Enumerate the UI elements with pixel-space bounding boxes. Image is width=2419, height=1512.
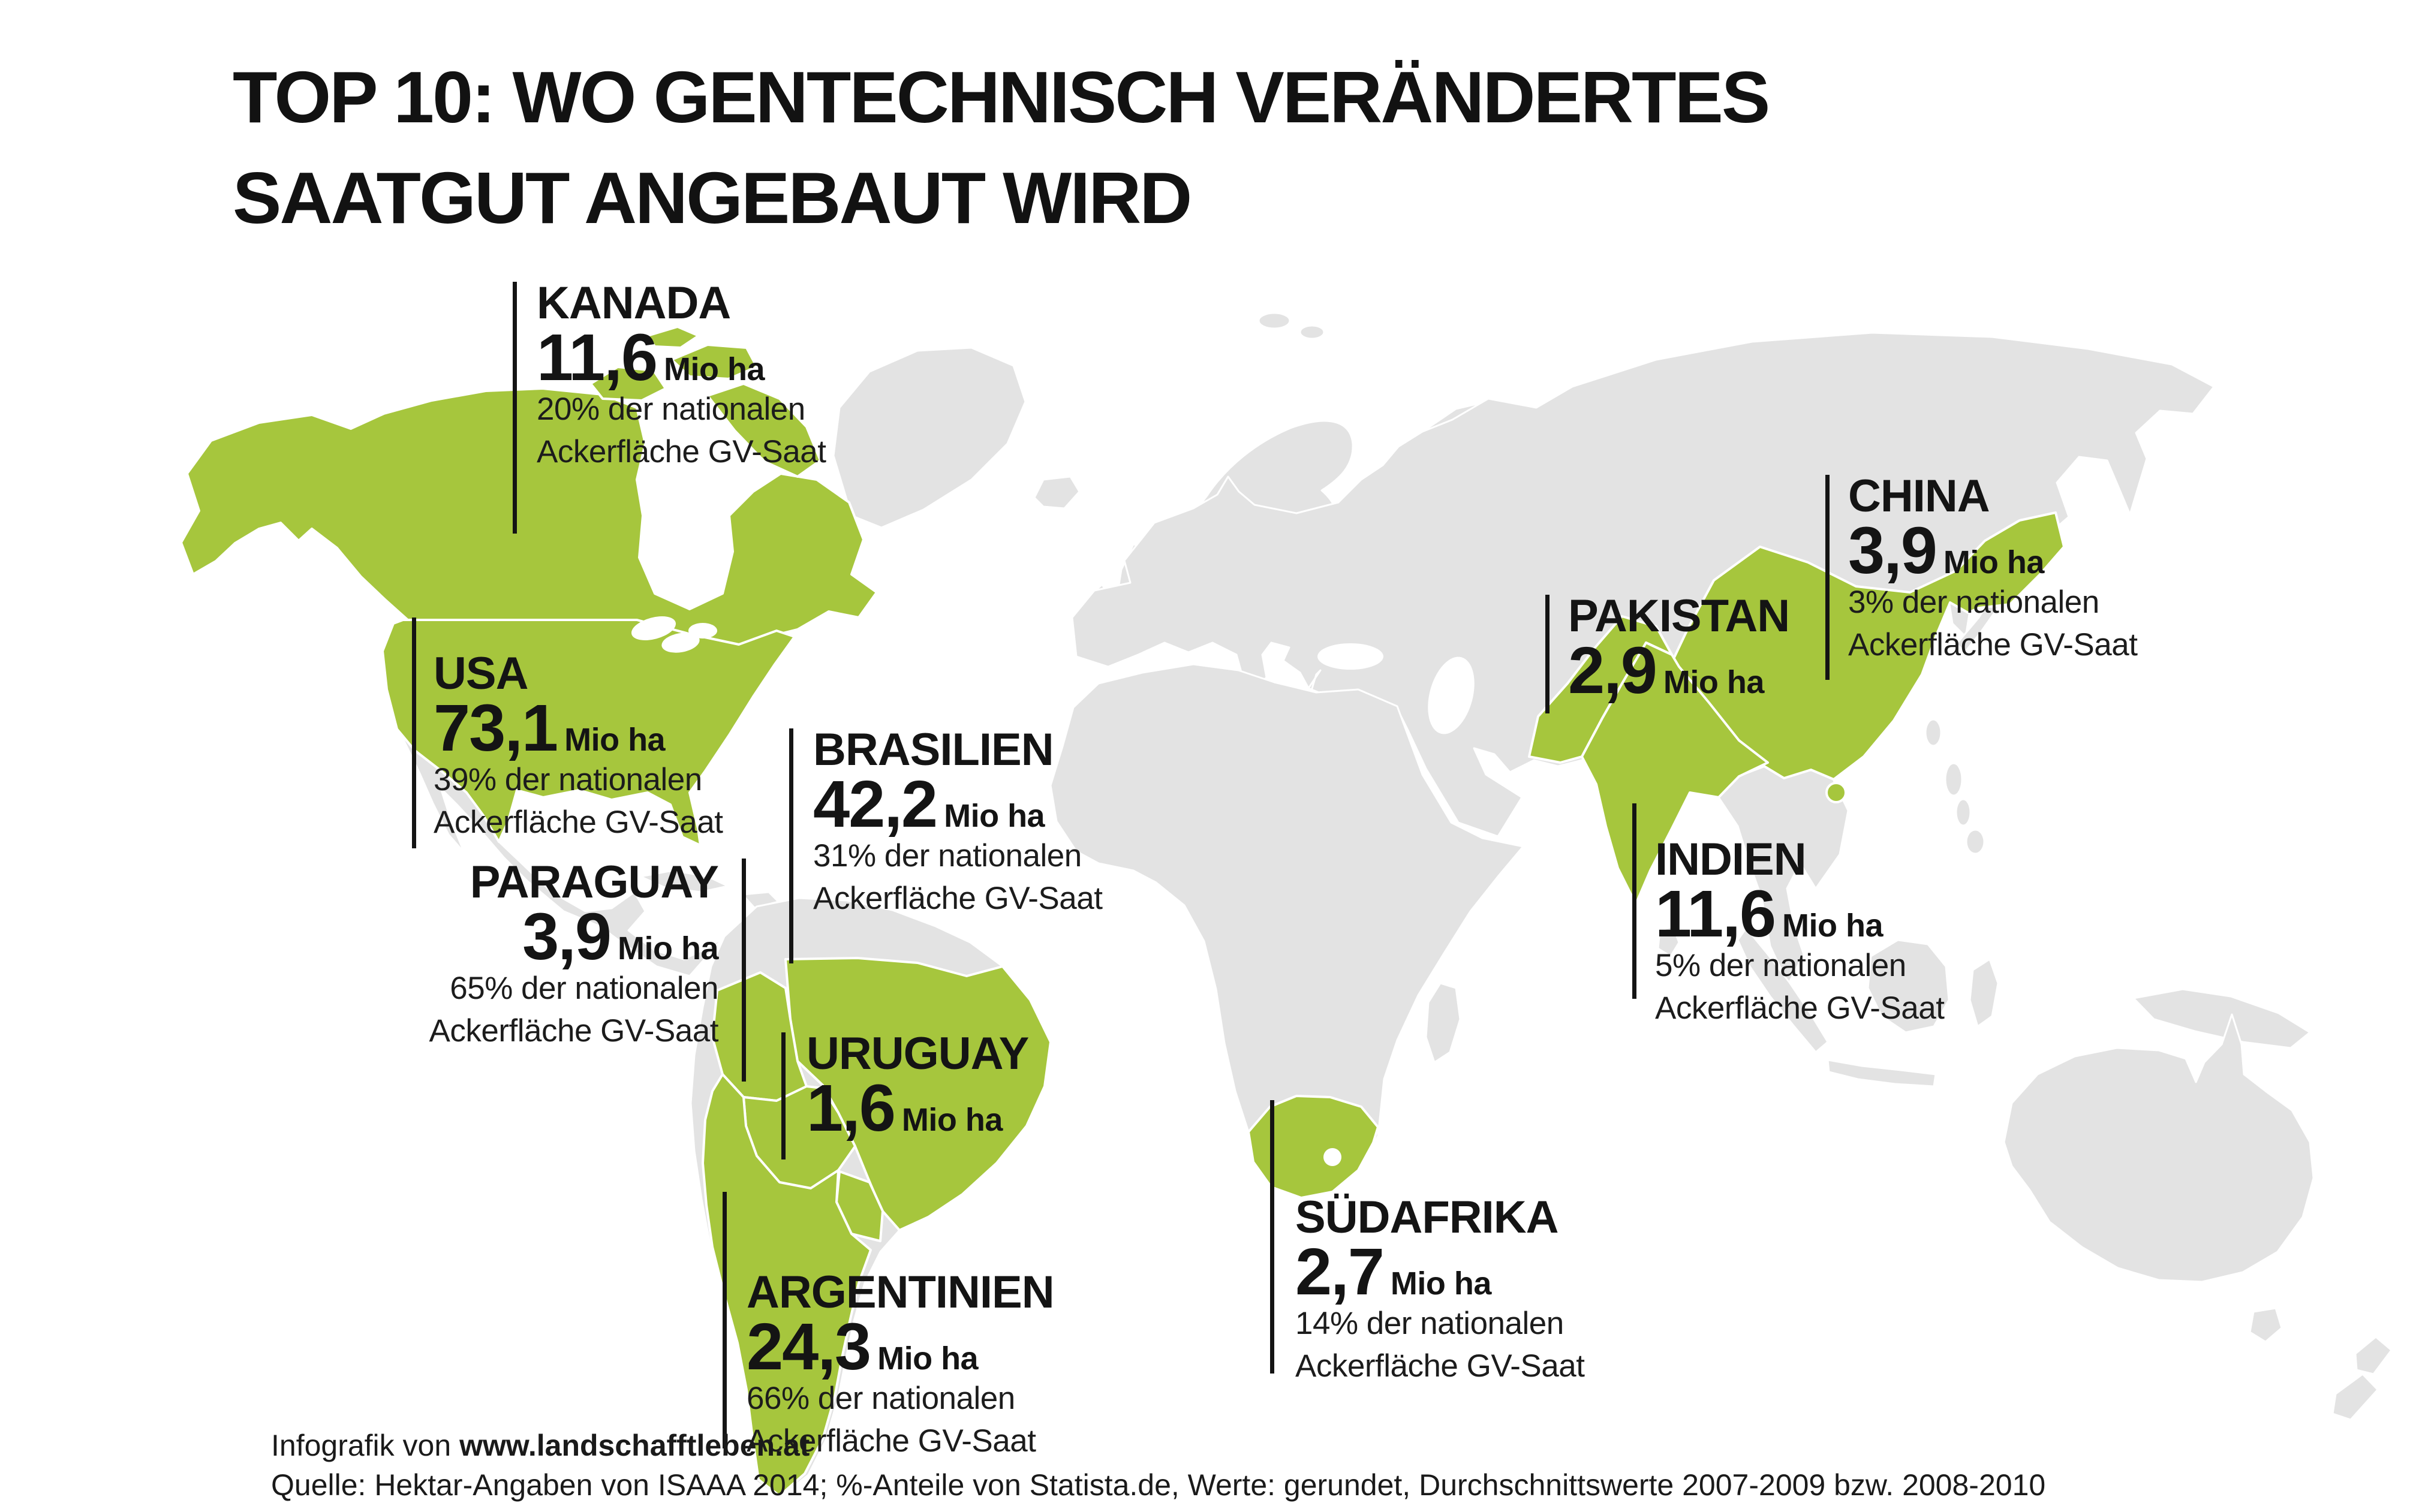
country-value: 24,3 Mio ha (747, 1310, 979, 1384)
country-label-suedafrika: SÜDAFRIKA 2,7 Mio ha 14% der nationalen A… (1295, 1192, 1585, 1384)
leader-line-usa (412, 618, 416, 848)
map-tasmania (2249, 1307, 2283, 1343)
country-value: 1,6 Mio ha (807, 1071, 1003, 1145)
map-sumatra (1737, 927, 1829, 1053)
country-label-pakistan: PAKISTAN 2,9 Mio ha (1568, 591, 1790, 707)
country-name: SÜDAFRIKA (1295, 1192, 1559, 1243)
country-name: INDIEN (1655, 834, 1807, 885)
map-cuba (639, 869, 729, 893)
country-label-argentinien: ARGENTINIEN 24,3 Mio ha 66% der nationale… (747, 1267, 1055, 1459)
map-new-zealand-south (2331, 1373, 2379, 1421)
country-label-china: CHINA 3,9 Mio ha 3% der nationalen Ackerf… (1848, 471, 2138, 663)
map-country-india (1581, 641, 1769, 905)
map-sri-lanka (1657, 925, 1680, 957)
country-name: USA (434, 648, 528, 699)
country-label-uruguay: URUGUAY 1,6 Mio ha (807, 1028, 1029, 1145)
leader-line-paraguay (742, 859, 746, 1082)
title-line-2: SAATGUT ANGEBAUT WIRD (233, 157, 1192, 239)
map-black-sea (1317, 643, 1383, 670)
footer-credit-prefix: Infografik von (271, 1429, 460, 1462)
map-new-guinea (2132, 988, 2311, 1049)
map-greenland (832, 347, 1027, 529)
map-canada-arctic-island-baffin (706, 382, 822, 478)
map-sulawesi (1969, 958, 1999, 1028)
map-great-lake-2 (661, 632, 700, 653)
map-mexico-central-america (396, 728, 726, 977)
leader-line-argentinien (723, 1192, 727, 1448)
map-borneo (1867, 939, 1950, 1034)
country-value: 2,7 Mio ha (1295, 1235, 1491, 1309)
map-philippines-3 (1965, 829, 1985, 855)
country-label-kanada: KANADA 11,6 Mio ha 20% der nationalen Ack… (537, 278, 826, 470)
map-svalbard-2 (1299, 324, 1325, 340)
country-name: CHINA (1848, 471, 1990, 522)
map-canada-arctic-island-1 (589, 366, 667, 402)
map-great-lake-1 (631, 616, 676, 640)
map-taiwan (1924, 718, 1942, 747)
map-iceland (1033, 475, 1081, 510)
leader-line-suedafrika (1270, 1100, 1274, 1374)
title-line-1: TOP 10: WO GENTECHNISCH VERÄNDERTES (233, 56, 1770, 138)
country-label-indien: INDIEN 11,6 Mio ha 5% der nationalen Acke… (1655, 834, 1945, 1026)
leader-line-uruguay (781, 1032, 786, 1159)
footer-credit-link[interactable]: www.landschafftleben.at (459, 1429, 810, 1462)
country-value: 11,6 Mio ha (1655, 877, 1884, 951)
country-name: PAKISTAN (1568, 591, 1790, 641)
leader-line-kanada (513, 282, 517, 534)
map-great-lake-3 (688, 623, 717, 638)
country-name: KANADA (537, 278, 731, 329)
map-svalbard (1257, 312, 1291, 330)
leader-line-indien (1632, 803, 1636, 999)
map-country-south-africa (1247, 1095, 1379, 1199)
map-caspian-sea (1428, 656, 1475, 734)
country-label-brasilien: BRASILIEN 42,2 Mio ha 31% der nationalen … (813, 724, 1103, 917)
country-name: PARAGUAY (470, 857, 719, 908)
map-madagascar (1425, 982, 1461, 1064)
map-canada-arctic-island-3 (646, 326, 700, 349)
country-value: 73,1 Mio ha (434, 691, 666, 765)
map-new-zealand-north (2354, 1336, 2393, 1375)
footer: Infografik von www.landschafftleben.at Q… (271, 1426, 2045, 1505)
country-name: BRASILIEN (813, 724, 1054, 775)
country-value: 3,9 Mio ha (522, 900, 718, 974)
country-label-usa: USA 73,1 Mio ha 39% der nationalen Ackerf… (434, 648, 723, 841)
map-java (1827, 1059, 1937, 1088)
leader-line-china (1825, 475, 1830, 680)
page-title: TOP 10: WO GENTECHNISCH VERÄNDERTES SAAT… (233, 47, 1770, 249)
map-country-argentina (702, 1073, 872, 1497)
country-value: 11,6 Mio ha (537, 321, 765, 394)
country-value: 42,2 Mio ha (813, 767, 1045, 841)
map-australia (2003, 1013, 2315, 1283)
map-hainan (1825, 782, 1847, 803)
country-value: 3,9 Mio ha (1848, 514, 2044, 588)
footer-source: Quelle: Hektar-Angaben von ISAAA 2014; %… (271, 1468, 2046, 1502)
map-lesotho (1323, 1148, 1341, 1166)
map-canada-arctic-island-2 (670, 344, 758, 380)
country-label-paraguay: PARAGUAY 3,9 Mio ha 65% der nationalen Ac… (429, 857, 719, 1049)
map-country-canada (180, 387, 878, 646)
country-value: 2,9 Mio ha (1568, 634, 1764, 707)
country-name: ARGENTINIEN (747, 1267, 1055, 1318)
map-philippines-2 (1955, 798, 1972, 827)
country-name: URUGUAY (807, 1028, 1029, 1079)
leader-line-brasilien (789, 728, 793, 963)
leader-line-pakistan (1545, 595, 1550, 713)
footer-credit: Infografik von www.landschafftleben.at (271, 1426, 2045, 1465)
map-philippines-1 (1944, 762, 1963, 797)
